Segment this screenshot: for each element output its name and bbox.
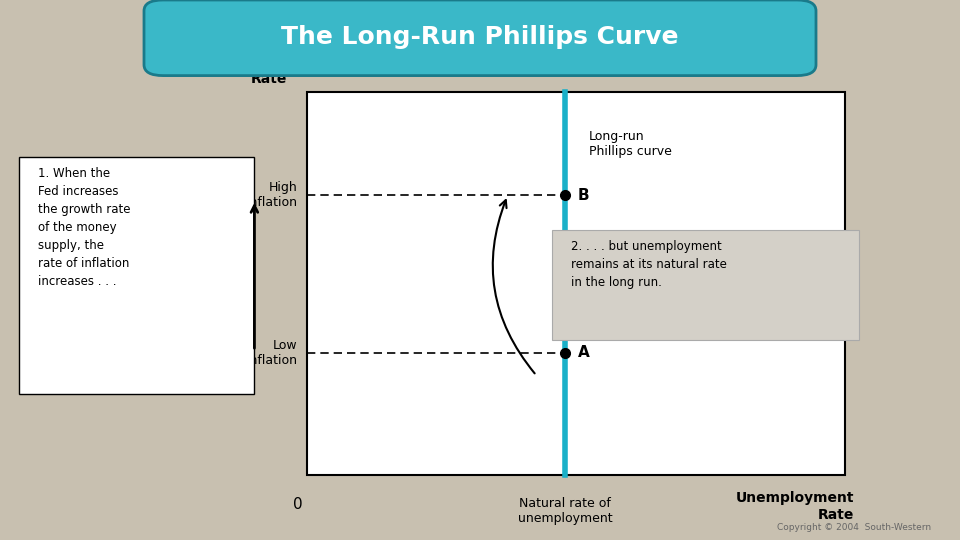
Text: High
inflation: High inflation bbox=[247, 181, 298, 210]
Text: Copyright © 2004  South-Western: Copyright © 2004 South-Western bbox=[777, 523, 931, 532]
Text: Low
inflation: Low inflation bbox=[247, 339, 298, 367]
Text: 2. . . . but unemployment
remains at its natural rate
in the long run.: 2. . . . but unemployment remains at its… bbox=[571, 240, 727, 289]
Text: A: A bbox=[578, 345, 589, 360]
FancyArrowPatch shape bbox=[492, 200, 535, 373]
FancyArrowPatch shape bbox=[252, 206, 257, 348]
Text: 1. When the
Fed increases
the growth rate
of the money
supply, the
rate of infla: 1. When the Fed increases the growth rat… bbox=[38, 167, 131, 288]
Text: B: B bbox=[578, 188, 589, 203]
FancyBboxPatch shape bbox=[552, 230, 859, 340]
FancyBboxPatch shape bbox=[144, 0, 816, 76]
Text: Inflation
Rate: Inflation Rate bbox=[236, 56, 301, 86]
FancyBboxPatch shape bbox=[307, 92, 845, 475]
Text: Natural rate of
unemployment: Natural rate of unemployment bbox=[518, 497, 612, 525]
Text: 0: 0 bbox=[293, 497, 302, 512]
Text: Unemployment
Rate: Unemployment Rate bbox=[736, 491, 854, 522]
Text: The Long-Run Phillips Curve: The Long-Run Phillips Curve bbox=[281, 25, 679, 49]
FancyBboxPatch shape bbox=[19, 157, 254, 394]
Text: Long-run
Phillips curve: Long-run Phillips curve bbox=[589, 130, 672, 158]
